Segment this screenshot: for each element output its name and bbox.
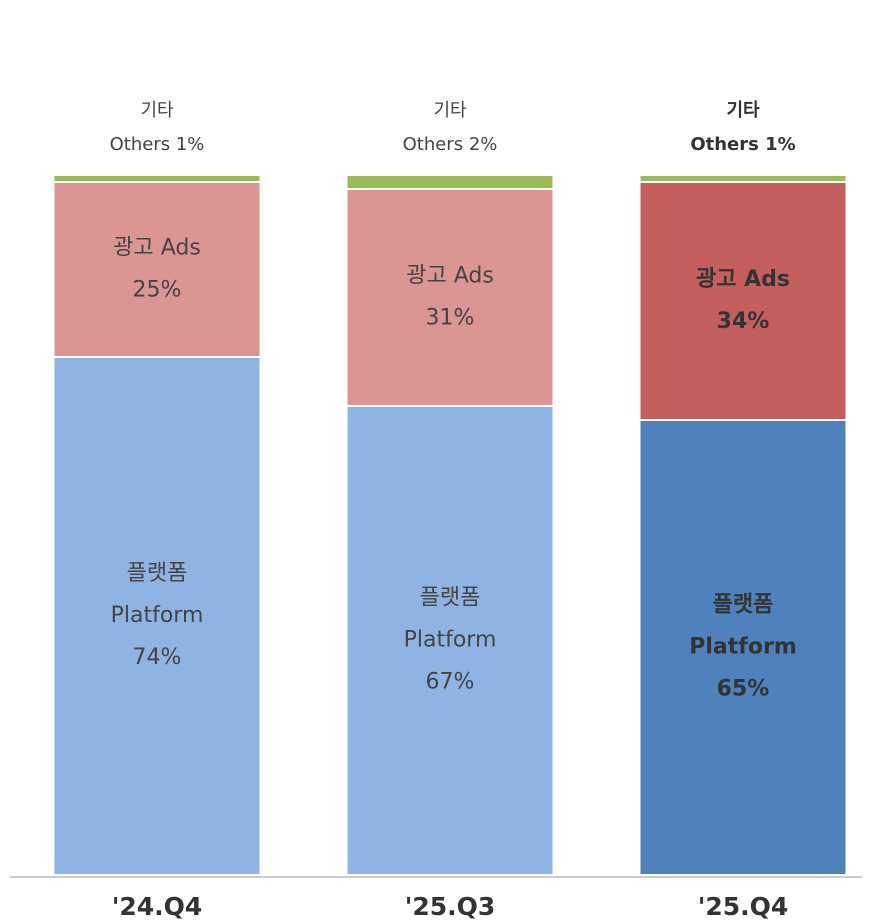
label-part: 광고 bbox=[696, 267, 736, 292]
segment-label: 플랫폼 bbox=[127, 561, 188, 586]
label-part: Platform bbox=[404, 628, 497, 653]
bar-segment bbox=[640, 176, 846, 181]
bar-segment bbox=[347, 176, 553, 188]
label-part: 플랫폼 bbox=[420, 586, 481, 611]
segment-label: 기타 bbox=[726, 100, 760, 121]
label-part: 1% bbox=[765, 134, 796, 155]
label-part: Ads bbox=[454, 264, 494, 289]
segment-label: Others 1% bbox=[690, 134, 795, 155]
segment-label: 광고 Ads bbox=[113, 236, 201, 261]
segment-label: 67% bbox=[426, 670, 475, 695]
segment-label: 65% bbox=[717, 677, 770, 702]
segment-label: 플랫폼 bbox=[713, 593, 774, 618]
label-part: 광고 bbox=[113, 236, 153, 261]
label-part: 플랫폼 bbox=[127, 561, 188, 586]
segment-label: 광고 Ads bbox=[696, 267, 790, 292]
label-part: 74% bbox=[133, 645, 182, 670]
segment-label: 광고 Ads bbox=[406, 264, 494, 289]
label-part: 플랫폼 bbox=[713, 593, 774, 618]
label-part: 기타 bbox=[140, 100, 174, 121]
label-part: Ads bbox=[744, 267, 790, 292]
bar-segment bbox=[54, 176, 260, 181]
segment-label: Others 1% bbox=[110, 134, 205, 155]
label-part: 광고 bbox=[406, 264, 446, 289]
label-part: 65% bbox=[717, 677, 770, 702]
label-part: 기타 bbox=[726, 100, 760, 121]
bar-segment bbox=[54, 358, 260, 874]
label-part: Ads bbox=[161, 236, 201, 261]
label-part: Others bbox=[110, 134, 171, 155]
x-tick-label: '24.Q4 bbox=[112, 892, 203, 921]
bar-segment bbox=[640, 421, 846, 874]
segment-label: 34% bbox=[717, 309, 770, 334]
label-part: 1% bbox=[176, 134, 205, 155]
bar-segment bbox=[54, 183, 260, 356]
label-part: 31% bbox=[426, 306, 475, 331]
segment-label: Platform bbox=[689, 635, 797, 660]
segment-label: 플랫폼 bbox=[420, 586, 481, 611]
label-part: Others bbox=[403, 134, 464, 155]
x-tick-label: '25.Q3 bbox=[405, 892, 496, 921]
label-part: 2% bbox=[469, 134, 498, 155]
label-part: 67% bbox=[426, 670, 475, 695]
segment-label: Platform bbox=[111, 603, 204, 628]
segment-label: 74% bbox=[133, 645, 182, 670]
segment-label: 25% bbox=[133, 278, 182, 303]
label-part: 34% bbox=[717, 309, 770, 334]
label-part: 기타 bbox=[433, 100, 467, 121]
label-part: Others bbox=[690, 134, 759, 155]
segment-label: Platform bbox=[404, 628, 497, 653]
bar-segment bbox=[640, 183, 846, 419]
segment-label: 31% bbox=[426, 306, 475, 331]
label-part: Platform bbox=[689, 635, 797, 660]
x-tick-label: '25.Q4 bbox=[698, 892, 789, 921]
bar-segment bbox=[347, 190, 553, 405]
bar-segment bbox=[347, 407, 553, 874]
segment-label: 기타 bbox=[433, 100, 467, 121]
segment-label: 기타 bbox=[140, 100, 174, 121]
segment-label: Others 2% bbox=[403, 134, 498, 155]
label-part: Platform bbox=[111, 603, 204, 628]
label-part: 25% bbox=[133, 278, 182, 303]
